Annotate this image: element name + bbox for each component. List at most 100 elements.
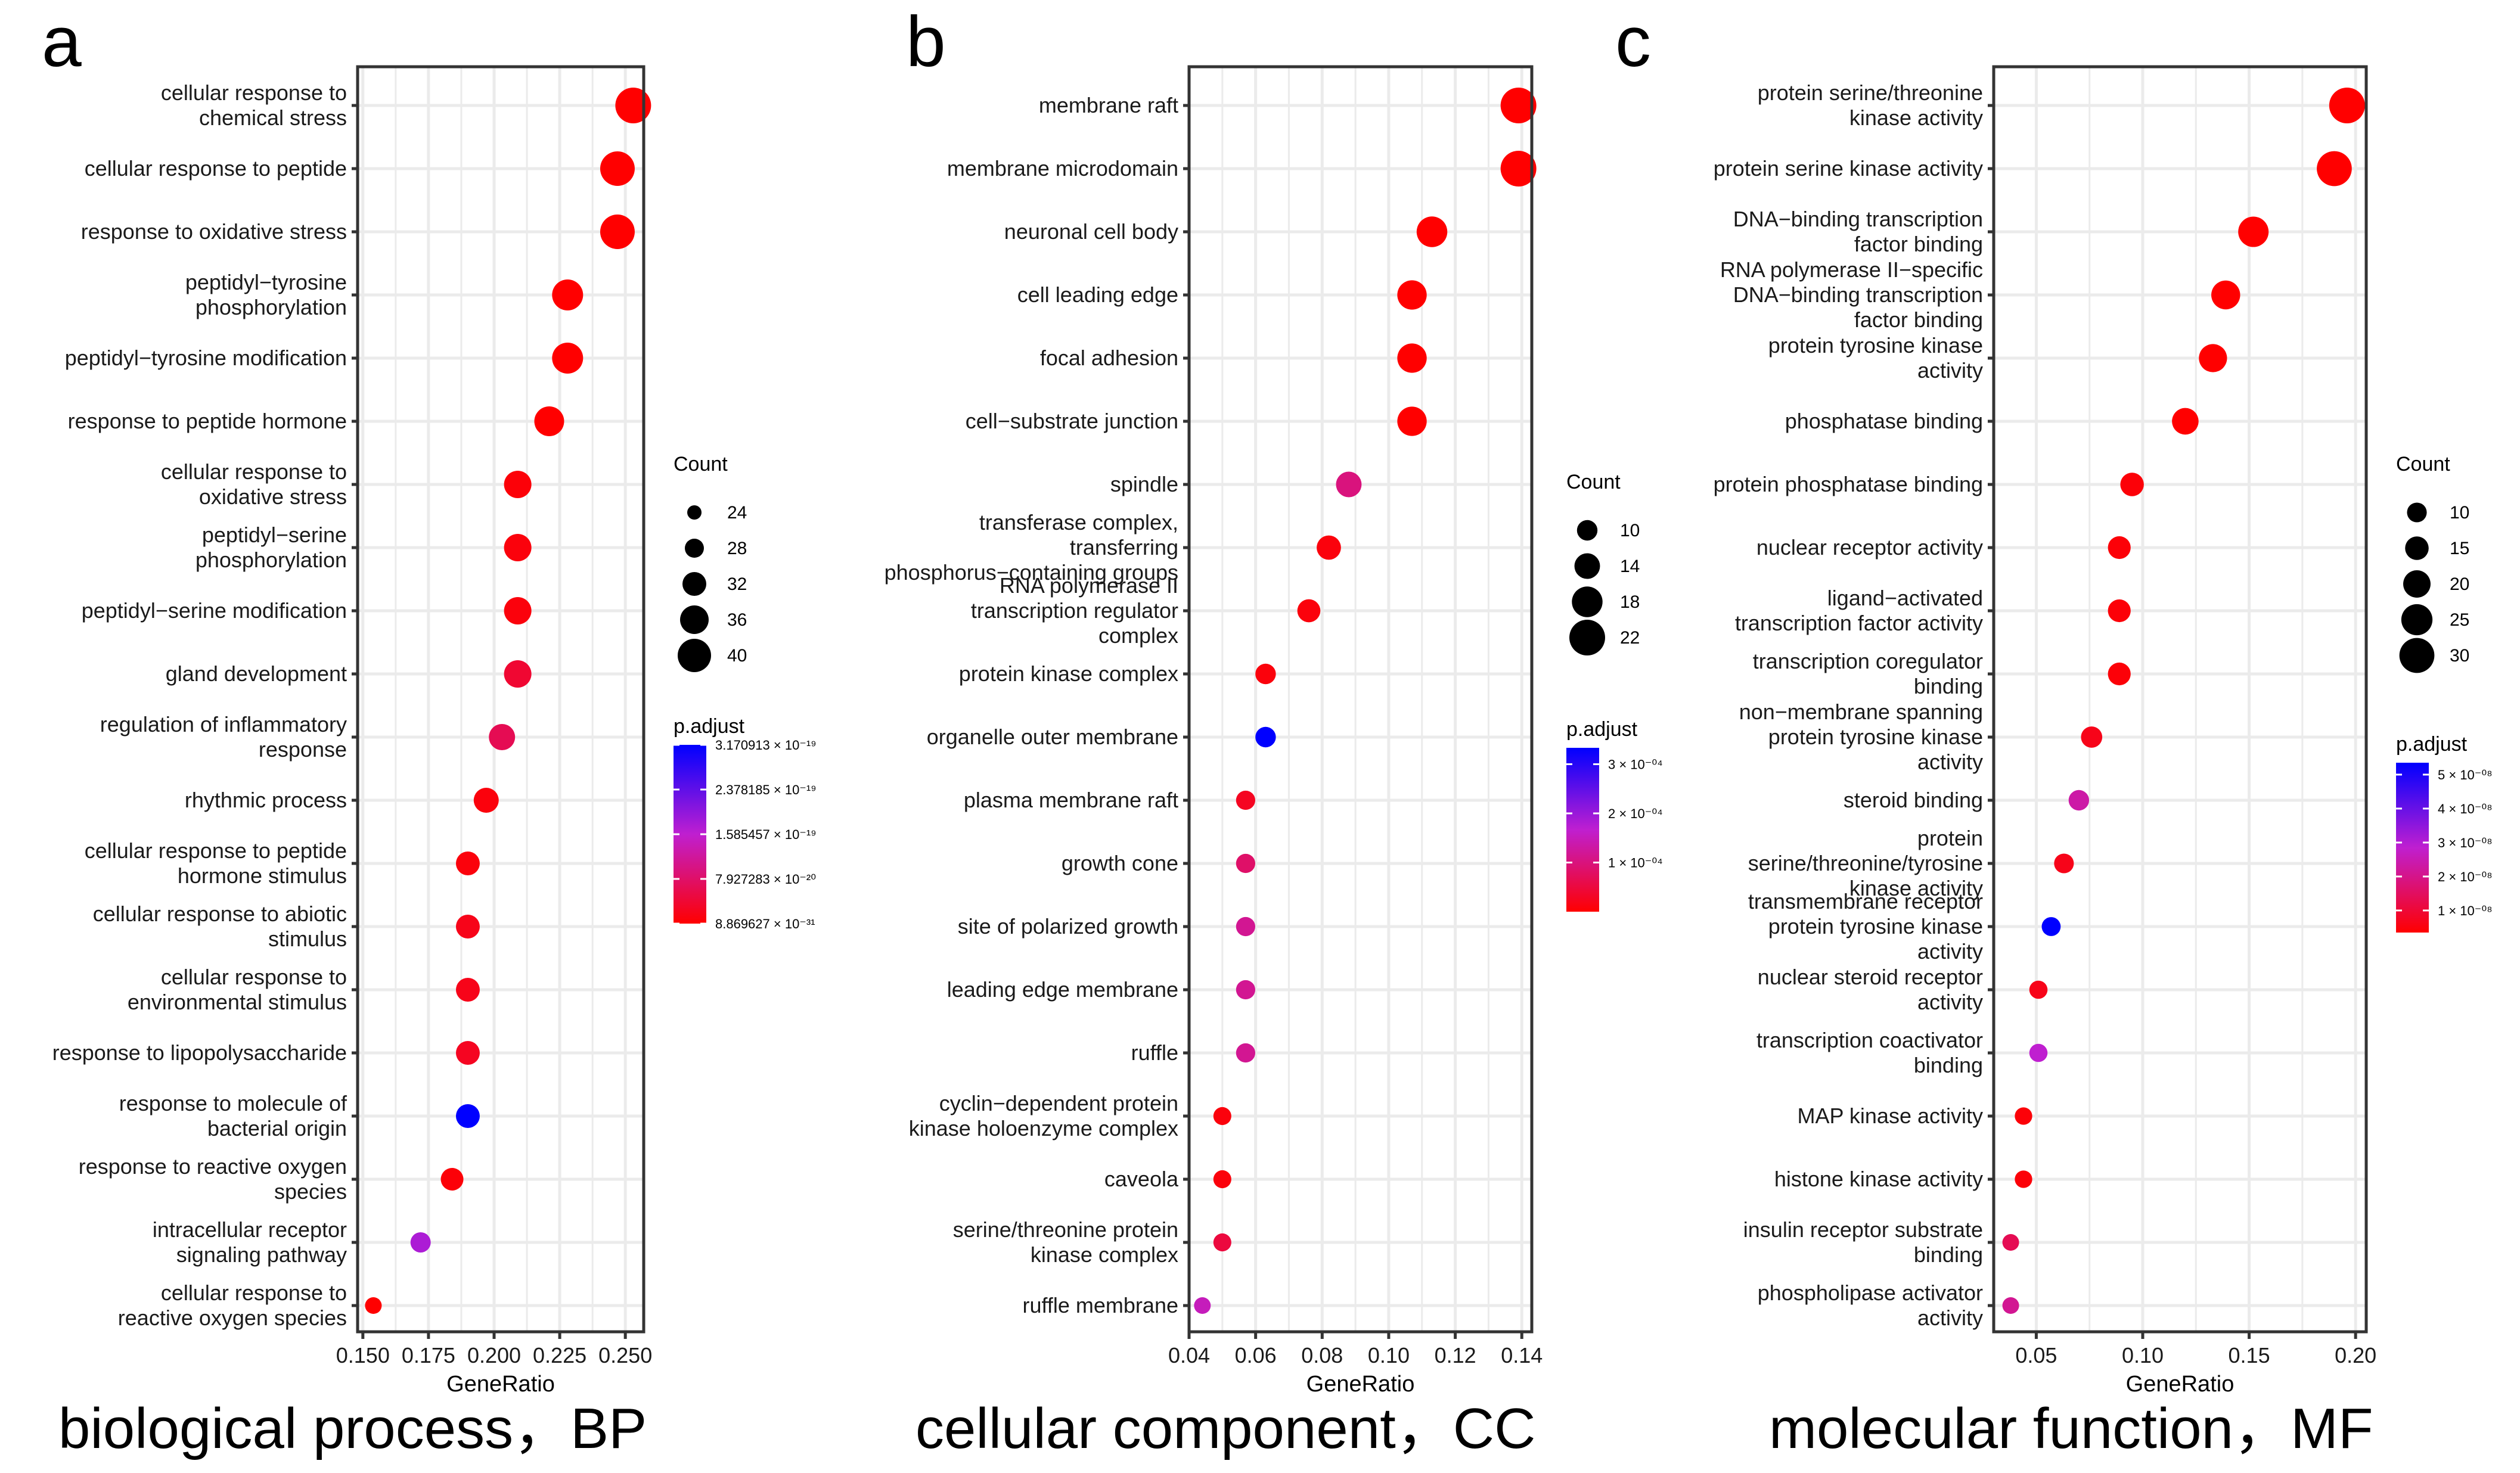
data-point — [455, 978, 480, 1002]
y-tick-label: serine/threonine protein kinase complex — [953, 1217, 1178, 1267]
y-tick-label: insulin receptor substrate binding — [1743, 1217, 1983, 1267]
color-legend-title: p.adjust — [674, 715, 745, 738]
data-point — [2108, 536, 2131, 560]
data-point — [2002, 1297, 2019, 1314]
size-legend-key — [682, 572, 706, 596]
data-point — [1397, 280, 1427, 310]
y-tick-label: ruffle membrane — [1023, 1293, 1178, 1317]
size-legend-key — [2405, 536, 2429, 560]
size-legend-title: Count — [1566, 471, 1621, 493]
y-tick-label: leading edge membrane — [947, 977, 1178, 1002]
x-axis-title: GeneRatio — [446, 1372, 555, 1397]
x-tick-label: 0.06 — [1235, 1343, 1277, 1368]
data-point — [440, 1168, 464, 1191]
data-point — [534, 406, 564, 436]
y-tick-label: protein serine/threonine kinase activity — [1758, 80, 1983, 130]
y-tick-label: peptidyl−serine modification — [82, 598, 347, 623]
y-tick-label: regulation of inflammatory response — [100, 712, 347, 762]
y-tick-label: cellular response to peptide hormone stim… — [85, 838, 347, 888]
size-legend-label: 20 — [2450, 574, 2469, 594]
data-point — [1336, 471, 1362, 498]
y-tick-label: intracellular receptor signaling pathway — [153, 1217, 347, 1267]
chart-bp: cellular response to chemical stress cellu… — [52, 65, 817, 1397]
panel-background — [358, 67, 644, 1332]
data-point — [1236, 1043, 1256, 1063]
data-point — [1236, 853, 1256, 874]
y-tick-label: response to reactive oxygen species — [79, 1154, 347, 1204]
data-point — [410, 1232, 431, 1253]
y-tick-label: transcription coregulator binding — [1753, 649, 1983, 698]
data-point — [455, 852, 480, 875]
size-legend-key — [1576, 520, 1598, 541]
y-tick-label: membrane raft — [1039, 93, 1178, 117]
y-tick-label: steroid binding — [1844, 788, 1983, 812]
x-tick-label: 0.225 — [533, 1343, 586, 1368]
data-point — [2002, 1234, 2019, 1251]
data-point — [1236, 980, 1256, 1000]
size-legend-key — [2407, 502, 2427, 523]
caption-cc: cellular component，CC — [915, 1397, 1536, 1460]
data-point — [2199, 344, 2227, 372]
size-legend-key — [2399, 638, 2435, 673]
data-point — [504, 597, 532, 624]
y-tick-label: transferase complex, transferring phosphor… — [885, 510, 1178, 585]
size-legend-key — [685, 539, 704, 558]
data-point — [1255, 726, 1276, 748]
data-point — [504, 660, 532, 688]
y-tick-label: peptidyl−tyrosine phosphorylation — [185, 270, 347, 319]
data-point — [455, 915, 480, 939]
data-point — [1194, 1297, 1211, 1314]
data-point — [1397, 406, 1427, 436]
data-point — [2015, 1107, 2032, 1125]
x-tick-label: 0.10 — [2122, 1343, 2164, 1368]
y-tick-label: caveola — [1104, 1167, 1179, 1191]
color-legend-label: 4 × 10⁻⁰⁸ — [2438, 801, 2493, 816]
y-tick-label: peptidyl−serine phosphorylation — [195, 523, 347, 572]
panel-background — [1994, 67, 2366, 1332]
y-tick-label: cell leading edge — [1017, 282, 1178, 307]
data-point — [552, 343, 584, 374]
data-point — [615, 88, 651, 123]
data-point — [504, 534, 532, 561]
data-point — [2041, 917, 2061, 936]
x-tick-label: 0.14 — [1501, 1343, 1543, 1368]
y-tick-label: protein kinase complex — [959, 661, 1178, 686]
y-tick-label: gland development — [166, 661, 347, 686]
size-legend-label: 30 — [2450, 646, 2469, 666]
color-legend-label: 3 × 10⁻⁰⁸ — [2438, 835, 2493, 850]
panel-letter-b: b — [906, 2, 946, 82]
data-point — [1416, 216, 1448, 247]
size-legend-key — [1574, 553, 1600, 579]
data-point — [1213, 1170, 1231, 1189]
color-legend-bar — [2396, 763, 2429, 933]
data-point — [600, 215, 635, 249]
size-legend-key — [1569, 620, 1605, 655]
caption-bp: biological process，BP — [58, 1397, 647, 1460]
size-legend-label: 10 — [1620, 521, 1640, 540]
y-tick-label: nuclear receptor activity — [1756, 535, 1983, 560]
y-tick-label: nuclear steroid receptor activity — [1758, 965, 1983, 1014]
data-point — [600, 151, 635, 186]
data-point — [1255, 663, 1276, 685]
panel-border — [356, 65, 645, 1334]
data-point — [455, 1104, 480, 1128]
size-legend-label: 15 — [2450, 539, 2469, 558]
y-tick-label: phospholipase activator activity — [1758, 1281, 1983, 1330]
chart-cc: membrane raft membrane microdomain neurona… — [885, 65, 1663, 1397]
data-point — [1236, 790, 1256, 810]
x-tick-label: 0.12 — [1435, 1343, 1476, 1368]
data-point — [2108, 599, 2131, 623]
size-legend-label: 14 — [1620, 557, 1640, 576]
color-legend-title: p.adjust — [1566, 718, 1638, 741]
x-tick-label: 0.150 — [336, 1343, 390, 1368]
y-tick-label: cellular response to chemical stress — [161, 80, 347, 130]
data-point — [2238, 216, 2269, 247]
size-legend-label: 32 — [727, 574, 747, 594]
y-tick-label: organelle outer membrane — [927, 725, 1178, 749]
color-legend-label: 2 × 10⁻⁰⁴ — [1608, 806, 1663, 821]
color-legend-label: 5 × 10⁻⁰⁸ — [2438, 767, 2493, 782]
color-legend-label: 1.585457 × 10⁻¹⁹ — [715, 827, 817, 842]
data-point — [2317, 151, 2352, 187]
